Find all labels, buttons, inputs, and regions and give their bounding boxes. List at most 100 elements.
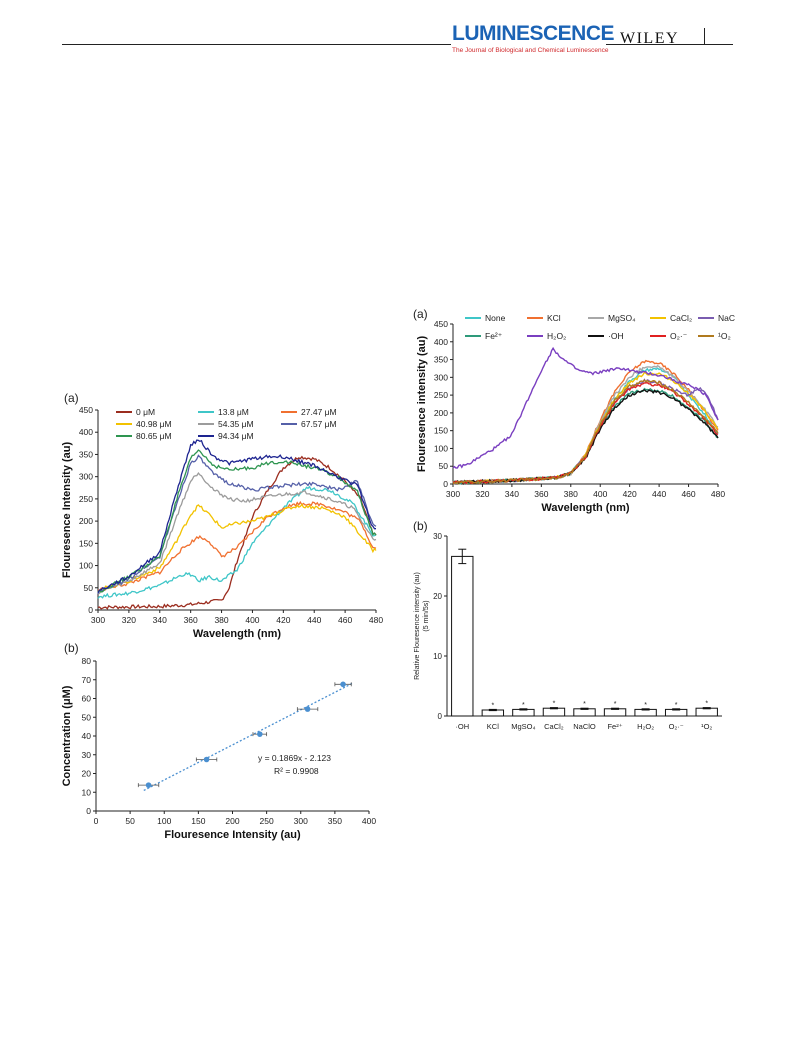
legend-label: 27.47 μM: [301, 407, 337, 417]
x-tick-label: ¹O₂: [701, 722, 712, 731]
legend-label: 0 μM: [136, 407, 155, 417]
data-point: [340, 681, 346, 688]
y-tick-label: 250: [79, 494, 93, 504]
legend-label: 94.34 μM: [218, 431, 254, 441]
header-divider: [704, 28, 705, 44]
x-tick-label: ·OH: [455, 722, 469, 731]
fit-equation: y = 0.1869x - 2.123: [258, 753, 331, 763]
x-tick-label: 400: [593, 489, 607, 499]
series-line: [97, 503, 377, 593]
x-tick-label: NaClO: [573, 722, 596, 731]
legend-label: 40.98 μM: [136, 419, 172, 429]
trendline: [143, 682, 353, 792]
y-tick-label: 250: [434, 390, 448, 400]
journal-title: LUMINESCENCE: [452, 22, 615, 45]
header-rule-left: [62, 44, 451, 45]
panel-label-a-left: (a): [64, 391, 79, 405]
y-tick-label: 20: [433, 592, 442, 601]
legend-label: ¹O₂: [718, 331, 731, 341]
series-line: [452, 389, 719, 486]
publisher-logo: WILEY: [620, 30, 680, 47]
chart-relative-intensity-bars: 0 10 20 30 Relative Flouresence intensity (a…: [414, 532, 722, 731]
y-tick-label: 0: [88, 605, 93, 615]
series-line: [97, 454, 377, 594]
significance-marker: *: [553, 701, 556, 708]
legend-label: 80.65 μM: [136, 431, 172, 441]
x-tick-label: 100: [157, 816, 171, 826]
header-rule-right: [606, 44, 733, 45]
y-axis-label: Relative Flouresence intensity (au): [414, 572, 421, 680]
x-tick-label: O₂·⁻: [669, 722, 684, 731]
significance-marker: *: [675, 702, 678, 709]
y-tick-label: 200: [434, 408, 448, 418]
y-tick-label: 10: [433, 652, 442, 661]
bar: [695, 707, 718, 717]
x-tick-label: 250: [260, 816, 274, 826]
series-line: [97, 500, 377, 592]
x-tick-label: KCl: [487, 722, 499, 731]
y-tick-label: 100: [434, 443, 448, 453]
y-tick-label: 10: [82, 787, 92, 797]
y-tick-label: 150: [434, 426, 448, 436]
series-line: [97, 472, 377, 595]
y-tick-label: 50: [82, 712, 92, 722]
y-tick-label: 200: [79, 516, 93, 526]
data-point: [145, 782, 152, 788]
x-tick-label: 360: [184, 615, 198, 625]
x-tick-label: 420: [276, 615, 290, 625]
y-tick-label: 300: [434, 372, 448, 382]
fit-r-squared: R² = 0.9908: [274, 766, 319, 776]
x-tick-label: 460: [338, 615, 352, 625]
significance-marker: *: [644, 702, 647, 709]
y-axis-label: Flouresence intensity (au): [416, 336, 428, 473]
y-axis-label-unit: (5 min/5s): [423, 600, 430, 631]
significance-marker: *: [491, 702, 494, 709]
x-tick-label: MgSO₄: [511, 722, 535, 731]
y-tick-label: 100: [79, 561, 93, 571]
legend-label: 54.35 μM: [218, 419, 254, 429]
data-point: [203, 756, 210, 763]
x-tick-label: 320: [122, 615, 136, 625]
x-axis-label: Wavelength (nm): [541, 502, 630, 514]
y-tick-label: 70: [82, 675, 92, 685]
journal-subtitle: The Journal of Biological and Chemical L…: [452, 47, 609, 54]
legend-label: O₂·⁻: [670, 331, 688, 341]
x-tick-label: 440: [652, 489, 666, 499]
legend-label: Fe²⁺: [485, 331, 503, 341]
significance-marker: *: [614, 701, 617, 708]
significance-marker: *: [522, 702, 525, 709]
y-tick-label: 20: [82, 769, 92, 779]
legend-label: KCl: [547, 313, 561, 323]
series-line: [97, 439, 376, 594]
significance-marker: *: [705, 701, 708, 708]
series-line: [452, 379, 719, 485]
y-tick-label: 30: [82, 750, 92, 760]
legend-label: H₂O₂: [547, 331, 566, 341]
chart-fluorescence-spectra-concentration: 0 50 100 150 200 250 300 350 400 450 300 320 340 360 3…: [61, 405, 383, 640]
x-tick-label: 460: [681, 489, 695, 499]
series-line: [97, 485, 377, 599]
legend-label: CaCl₂: [670, 313, 692, 323]
x-tick-label: 320: [475, 489, 489, 499]
legend-label: 67.57 μM: [301, 419, 337, 429]
y-tick-label: 0: [443, 479, 448, 489]
y-tick-label: 80: [82, 656, 92, 666]
chart-calibration-curve: 0 10 20 30 40 50 60 70 80 0 50 100 150 200 250 300 350 40…: [61, 656, 376, 841]
legend-label: ·OH: [608, 331, 624, 341]
panel-label-a-right: (a): [413, 307, 428, 321]
y-tick-label: 50: [439, 461, 449, 471]
series-line: [452, 387, 719, 485]
bar: [542, 707, 566, 717]
x-tick-label: 350: [328, 816, 342, 826]
y-tick-label: 400: [434, 337, 448, 347]
series-line: [452, 359, 719, 485]
x-tick-label: 400: [245, 615, 259, 625]
y-tick-label: 350: [79, 449, 93, 459]
x-tick-label: 300: [446, 489, 460, 499]
y-tick-label: 40: [82, 731, 92, 741]
data-point: [304, 706, 311, 712]
x-tick-label: 300: [91, 615, 105, 625]
legend-label: None: [485, 313, 506, 323]
x-tick-label: 480: [711, 489, 725, 499]
x-tick-label: Fe²⁺: [607, 722, 622, 731]
